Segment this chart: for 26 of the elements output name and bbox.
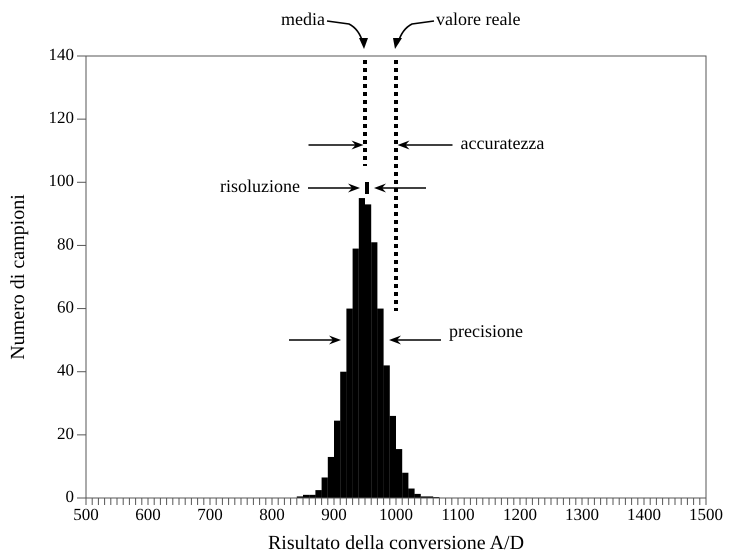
y-tick-label: 80 xyxy=(57,234,74,254)
ref-line-label: valore reale xyxy=(436,9,520,30)
y-tick-label: 60 xyxy=(57,297,74,316)
y-tick-label: 100 xyxy=(48,171,74,190)
x-tick-label: 800 xyxy=(259,505,285,524)
y-tick-label: 0 xyxy=(66,486,74,506)
y-axis-title: Numero di campioni xyxy=(7,194,29,360)
x-tick-label: 700 xyxy=(197,505,223,524)
annotation: risoluzione xyxy=(220,176,300,196)
x-tick-label: 1200 xyxy=(503,505,537,524)
x-axis-title: Risultato della conversione A/D xyxy=(268,532,524,554)
x-tick-label: 1400 xyxy=(627,505,661,524)
x-tick-label: 1000 xyxy=(379,505,413,524)
x-tick-label: 1100 xyxy=(441,505,475,524)
y-tick-label: 40 xyxy=(57,360,74,380)
ref-line-label: media xyxy=(281,9,326,30)
y-tick-label: 140 xyxy=(48,44,74,64)
annotation: precisione xyxy=(449,321,523,342)
x-tick-label: 500 xyxy=(73,505,99,524)
x-tick-label: 900 xyxy=(321,505,347,524)
y-tick-label: 20 xyxy=(57,424,74,443)
y-tick-label: 120 xyxy=(48,108,74,128)
x-tick-label: 1500 xyxy=(689,505,723,524)
annotation: accuratezza xyxy=(460,133,544,154)
x-tick-label: 600 xyxy=(135,505,161,524)
x-tick-label: 1300 xyxy=(565,505,599,524)
